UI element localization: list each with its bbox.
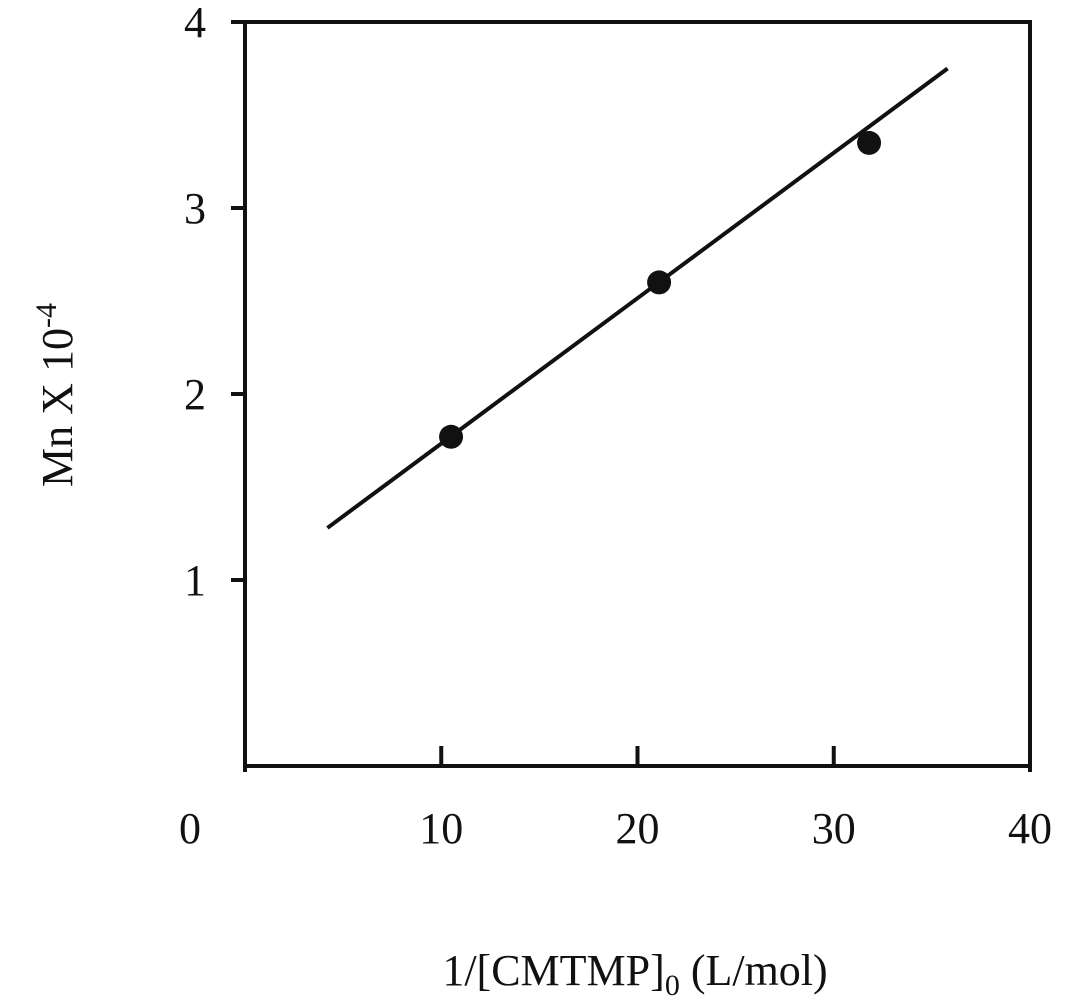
- x-tick-label: 10: [419, 804, 463, 853]
- data-point: [647, 270, 672, 295]
- x-tick-label: 20: [616, 804, 660, 853]
- x-tick-label: 0: [179, 804, 201, 853]
- plot-frame: [243, 20, 1032, 768]
- x-axis-label: 1/[CMTMP]0 (L/mol): [442, 946, 827, 1000]
- y-tick-label: 4: [184, 0, 206, 47]
- y-tick-label: 1: [184, 556, 206, 605]
- x-tick-label: 40: [1008, 804, 1052, 853]
- y-label-superscript: -4: [30, 303, 63, 328]
- x-label-subscript: 0: [665, 969, 680, 1000]
- y-label-main: Mn X 10: [33, 328, 82, 487]
- y-axis-label: Mn X 10-4: [30, 303, 82, 487]
- fit-line: [326, 66, 949, 530]
- x-label-main: 1/[CMTMP]: [442, 946, 664, 995]
- x-tick-label: 30: [812, 804, 856, 853]
- x-label-suffix: (L/mol): [680, 946, 828, 995]
- data-point: [857, 130, 882, 155]
- data-point: [439, 424, 464, 449]
- y-tick-label: 2: [184, 370, 206, 419]
- y-tick-label: 3: [184, 184, 206, 233]
